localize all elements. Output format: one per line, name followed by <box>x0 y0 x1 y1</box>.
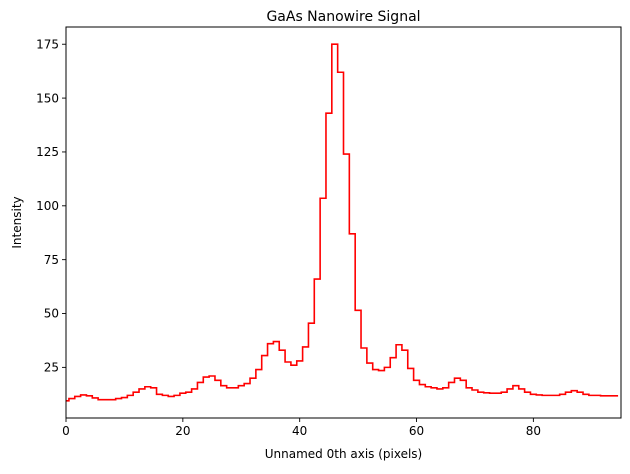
x-tick-label: 40 <box>292 424 307 438</box>
y-tick-label: 175 <box>36 37 59 51</box>
plot-content <box>66 43 619 402</box>
x-tick-label: 80 <box>526 424 541 438</box>
y-axis: 25 50 75 100 125 150 175 <box>36 37 66 375</box>
plot-frame <box>65 26 622 419</box>
chart-title: GaAs Nanowire Signal <box>266 9 420 25</box>
series-step-line-0 <box>66 43 619 402</box>
x-tick-label: 20 <box>175 424 190 438</box>
x-axis: 0 20 40 60 80 <box>62 418 541 438</box>
x-tick-label: 60 <box>409 424 424 438</box>
y-tick-label: 100 <box>36 199 59 213</box>
y-tick-label: 150 <box>36 91 59 105</box>
x-axis-label: Unnamed 0th axis (pixels) <box>265 447 422 461</box>
y-tick-label: 25 <box>44 361 59 375</box>
y-tick-label: 125 <box>36 145 59 159</box>
x-tick-label: 0 <box>62 424 70 438</box>
y-axis-label: Intensity <box>10 196 24 248</box>
y-tick-label: 50 <box>44 307 59 321</box>
y-tick-label: 75 <box>44 253 59 267</box>
